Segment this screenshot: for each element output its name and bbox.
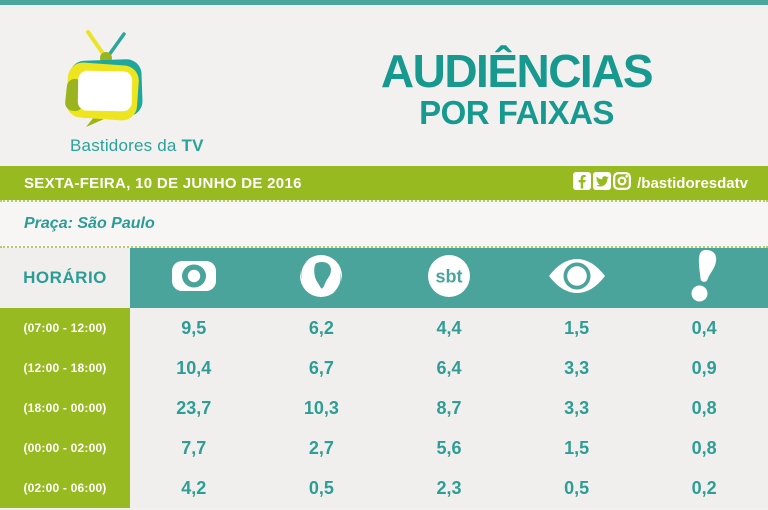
table-header: HORÁRIO bbox=[0, 248, 768, 308]
table-row: (00:00 - 02:00) 7,7 2,7 5,6 1,5 0,8 bbox=[0, 428, 768, 468]
tv-logo-icon bbox=[64, 27, 265, 132]
rating-redetv: 0,9 bbox=[691, 357, 717, 378]
location-bar: Praça: São Paulo bbox=[0, 200, 768, 248]
svg-text:sbt: sbt bbox=[435, 266, 462, 286]
time-slot-label: (12:00 - 18:00) bbox=[0, 348, 130, 388]
social-handle: /bastidoresdatv bbox=[637, 174, 748, 192]
channel-header-redetv bbox=[640, 248, 768, 308]
rating-record: 10,3 bbox=[303, 397, 339, 418]
rating-record: 6,7 bbox=[308, 357, 334, 378]
social-links: /bastidoresdatv bbox=[573, 171, 748, 195]
facebook-icon bbox=[573, 171, 592, 195]
rating-sbt: 4,4 bbox=[436, 317, 462, 338]
title-line-1: AUDIÊNCIAS bbox=[380, 45, 654, 97]
channel-header-globo bbox=[130, 248, 258, 308]
rating-globo: 7,7 bbox=[181, 437, 207, 458]
rating-record: 2,7 bbox=[308, 437, 334, 458]
channel-header-sbt: sbt bbox=[385, 248, 513, 308]
time-slot-label: (07:00 - 12:00) bbox=[0, 308, 130, 348]
sbt-logo-icon: sbt bbox=[426, 253, 472, 304]
rating-record: 6,2 bbox=[308, 317, 334, 338]
brand-name-bold: TV bbox=[181, 136, 204, 155]
rating-globo: 23,7 bbox=[176, 397, 212, 418]
table-row: (02:00 - 06:00) 4,2 0,5 2,3 0,5 0,2 bbox=[0, 468, 768, 508]
globo-logo-icon bbox=[171, 253, 217, 304]
table-body: (07:00 - 12:00) 9,5 6,2 4,4 1,5 0,4 (12:… bbox=[0, 308, 768, 508]
date-label: SEXTA-FEIRA, 10 DE JUNHO DE 2016 bbox=[24, 174, 302, 192]
rating-redetv: 0,8 bbox=[691, 397, 717, 418]
instagram-icon bbox=[613, 171, 632, 195]
table-row: (18:00 - 00:00) 23,7 10,3 8,7 3,3 0,8 bbox=[0, 388, 768, 428]
brand-name-regular: Bastidores da bbox=[70, 136, 182, 155]
brand-logo: Bastidores da TV bbox=[0, 5, 265, 156]
channel-header-record bbox=[257, 248, 386, 308]
rating-globo: 10,4 bbox=[176, 357, 212, 378]
rating-redetv: 0,8 bbox=[691, 437, 717, 458]
rating-band: 1,5 bbox=[564, 437, 590, 458]
time-slot-label: (18:00 - 00:00) bbox=[0, 388, 130, 428]
twitter-icon bbox=[593, 171, 612, 195]
rating-record: 0,5 bbox=[308, 477, 334, 498]
page-title: AUDIÊNCIAS POR FAIXAS bbox=[265, 5, 768, 129]
channel-header-band bbox=[512, 248, 641, 308]
top-accent-bar bbox=[0, 0, 768, 5]
rating-redetv: 0,2 bbox=[691, 477, 717, 498]
rating-redetv: 0,4 bbox=[691, 317, 717, 338]
rating-band: 0,5 bbox=[564, 477, 590, 498]
redetv-logo-icon bbox=[691, 249, 718, 307]
time-column-header: HORÁRIO bbox=[0, 248, 130, 308]
rating-band: 3,3 bbox=[564, 397, 590, 418]
title-line-2: POR FAIXAS bbox=[419, 94, 614, 131]
rating-sbt: 6,4 bbox=[436, 357, 462, 378]
rating-sbt: 5,6 bbox=[436, 437, 462, 458]
date-bar: SEXTA-FEIRA, 10 DE JUNHO DE 2016 bbox=[0, 166, 768, 200]
rating-sbt: 2,3 bbox=[436, 477, 462, 498]
rating-band: 3,3 bbox=[564, 357, 590, 378]
brand-name: Bastidores da TV bbox=[70, 136, 265, 156]
time-slot-label: (02:00 - 06:00) bbox=[0, 468, 130, 508]
rating-globo: 4,2 bbox=[181, 477, 207, 498]
band-logo-icon bbox=[548, 257, 606, 300]
rating-globo: 9,5 bbox=[181, 317, 207, 338]
record-logo-icon bbox=[298, 253, 344, 304]
table-row: (07:00 - 12:00) 9,5 6,2 4,4 1,5 0,4 bbox=[0, 308, 768, 348]
table-row: (12:00 - 18:00) 10,4 6,7 6,4 3,3 0,9 bbox=[0, 348, 768, 388]
location-label: Praça: São Paulo bbox=[24, 215, 155, 232]
rating-band: 1,5 bbox=[564, 317, 590, 338]
rating-sbt: 8,7 bbox=[436, 397, 462, 418]
page-header: Bastidores da TV AUDIÊNCIAS POR FAIXAS bbox=[0, 5, 768, 166]
time-slot-label: (00:00 - 02:00) bbox=[0, 428, 130, 468]
